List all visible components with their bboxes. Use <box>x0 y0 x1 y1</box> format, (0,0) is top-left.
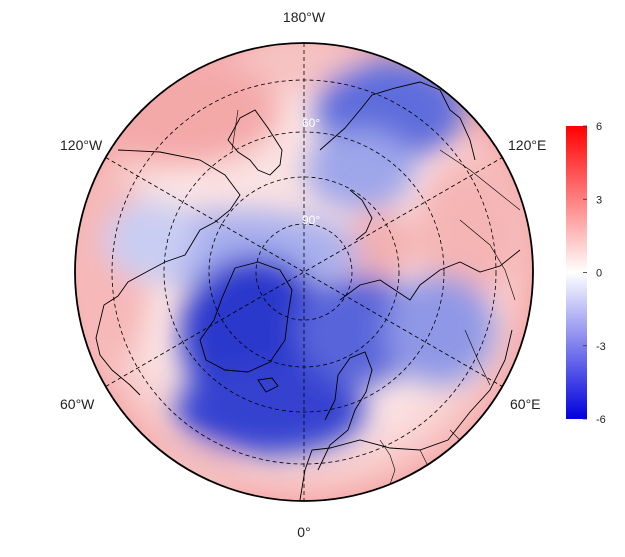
colorbar-tick-label: 6 <box>596 121 602 133</box>
graticule-circle-60 <box>163 131 445 413</box>
europe-coast <box>299 329 513 501</box>
iceland-coast <box>257 377 279 393</box>
colorbar-tick-label: -6 <box>596 414 606 426</box>
siberia-coast <box>339 249 521 301</box>
positive-anomaly-east <box>415 160 525 300</box>
greenland-coast <box>199 261 293 373</box>
border-europe-1 <box>379 439 396 491</box>
colorbar-gradient <box>566 126 587 419</box>
negative-anomaly-chukchi <box>305 130 415 210</box>
new-siberian-islands <box>349 189 373 241</box>
colorbar-ticks: 6 3 0 -3 -6 <box>583 121 606 426</box>
colorbar-tick-label: -3 <box>596 341 606 353</box>
borders <box>231 109 521 491</box>
negative-anomaly-canada <box>105 200 195 280</box>
north-america-coast <box>95 149 241 396</box>
colorbar: 6 3 0 -3 -6 <box>566 121 606 426</box>
scandinavia-coast <box>317 351 373 471</box>
map-boundary-circle <box>74 42 534 502</box>
lat-label-60: 60° <box>302 116 320 130</box>
colorbar-tick-label: 3 <box>596 194 602 206</box>
lon-label-upper-left: 120°W <box>60 137 103 153</box>
alaska-coast <box>227 109 283 176</box>
anomaly-field <box>75 43 533 501</box>
lat-label-90: 90° <box>302 213 320 227</box>
lon-label-bottom: 0° <box>297 524 310 540</box>
meridian-60w-120e <box>105 157 503 387</box>
negative-anomaly-russia <box>385 275 495 385</box>
negative-anomaly-north-atlantic <box>175 365 365 455</box>
meridian-120w-60e <box>105 157 503 387</box>
positive-anomaly-siberia <box>345 210 415 280</box>
graticule-circle-80 <box>255 223 353 321</box>
lon-label-top: 180°W <box>283 9 326 25</box>
east-asia-coast <box>319 81 476 161</box>
lon-label-lower-right: 60°E <box>510 396 541 412</box>
colorbar-tick-label: 0 <box>596 268 602 280</box>
border-russia-china <box>439 149 521 211</box>
coastlines <box>95 81 521 501</box>
border-russia-kazakhstan <box>459 219 516 301</box>
lon-label-lower-left: 60°W <box>60 396 95 412</box>
positive-anomaly-atlantic <box>100 445 240 501</box>
border-russia-west <box>464 329 491 386</box>
positive-anomaly-top <box>245 43 355 85</box>
graticule <box>105 43 503 501</box>
lon-label-upper-right: 120°E <box>508 137 546 153</box>
border-alaska-canada <box>231 109 239 151</box>
